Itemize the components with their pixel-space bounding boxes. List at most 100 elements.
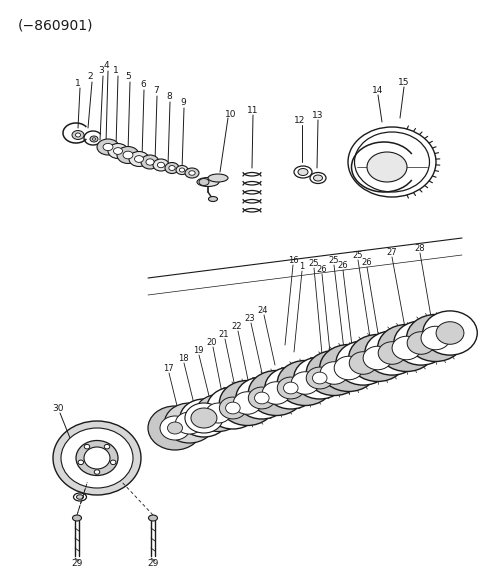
Text: 6: 6 <box>140 80 146 88</box>
Text: 26: 26 <box>338 260 348 270</box>
Text: 16: 16 <box>288 256 298 264</box>
Ellipse shape <box>110 460 116 465</box>
Text: (−860901): (−860901) <box>18 18 94 32</box>
Ellipse shape <box>84 444 90 449</box>
Text: 10: 10 <box>225 109 237 119</box>
Text: 21: 21 <box>219 329 229 339</box>
Text: 26: 26 <box>362 257 372 267</box>
Ellipse shape <box>378 342 406 364</box>
Ellipse shape <box>262 382 290 404</box>
Ellipse shape <box>176 166 188 174</box>
Text: 11: 11 <box>247 106 259 114</box>
Ellipse shape <box>61 428 133 488</box>
Text: 30: 30 <box>52 403 64 413</box>
Ellipse shape <box>78 460 84 465</box>
Text: 7: 7 <box>153 85 159 95</box>
Ellipse shape <box>176 412 204 434</box>
Ellipse shape <box>168 422 182 434</box>
Ellipse shape <box>104 444 110 449</box>
Ellipse shape <box>169 166 175 170</box>
Ellipse shape <box>254 392 269 404</box>
Ellipse shape <box>72 515 82 521</box>
Ellipse shape <box>72 131 84 139</box>
Text: 3: 3 <box>98 66 104 74</box>
Text: 9: 9 <box>180 98 186 106</box>
Ellipse shape <box>103 144 113 150</box>
Text: 1: 1 <box>300 261 305 271</box>
Ellipse shape <box>310 173 326 184</box>
Ellipse shape <box>298 168 308 175</box>
Ellipse shape <box>436 322 464 345</box>
Ellipse shape <box>185 403 223 433</box>
Ellipse shape <box>367 152 407 182</box>
Ellipse shape <box>146 159 154 165</box>
Ellipse shape <box>75 133 81 137</box>
Ellipse shape <box>277 360 333 406</box>
Text: 24: 24 <box>258 306 268 314</box>
Ellipse shape <box>349 352 377 374</box>
Text: 18: 18 <box>178 353 188 363</box>
Text: 25: 25 <box>353 250 363 260</box>
Text: 15: 15 <box>398 77 410 87</box>
Text: 1: 1 <box>113 66 119 74</box>
Ellipse shape <box>421 327 450 350</box>
Ellipse shape <box>180 399 228 437</box>
Text: 29: 29 <box>147 560 159 568</box>
Text: 23: 23 <box>245 314 255 322</box>
Ellipse shape <box>90 136 98 142</box>
Ellipse shape <box>306 350 362 396</box>
Text: 5: 5 <box>125 71 131 81</box>
Ellipse shape <box>108 144 128 159</box>
Ellipse shape <box>165 163 179 174</box>
Ellipse shape <box>226 402 240 414</box>
Text: 13: 13 <box>312 110 324 120</box>
Ellipse shape <box>407 314 465 361</box>
Ellipse shape <box>84 447 110 469</box>
Ellipse shape <box>336 341 390 385</box>
Ellipse shape <box>248 371 304 415</box>
Ellipse shape <box>284 382 298 394</box>
Ellipse shape <box>219 397 246 419</box>
Ellipse shape <box>277 377 304 399</box>
Ellipse shape <box>291 372 319 394</box>
Ellipse shape <box>378 325 435 371</box>
Ellipse shape <box>157 162 165 168</box>
Ellipse shape <box>153 159 169 171</box>
Text: 22: 22 <box>232 321 242 331</box>
Text: 14: 14 <box>372 85 384 95</box>
Ellipse shape <box>94 470 100 474</box>
Ellipse shape <box>294 357 346 399</box>
Ellipse shape <box>123 151 133 159</box>
Ellipse shape <box>392 336 421 360</box>
Text: 27: 27 <box>387 248 397 256</box>
Ellipse shape <box>195 394 241 432</box>
Ellipse shape <box>93 138 96 140</box>
Ellipse shape <box>117 146 139 163</box>
Ellipse shape <box>236 377 288 419</box>
Ellipse shape <box>113 148 122 155</box>
Ellipse shape <box>423 311 477 355</box>
Ellipse shape <box>363 346 392 370</box>
Text: 25: 25 <box>329 256 339 264</box>
Ellipse shape <box>165 403 215 443</box>
Ellipse shape <box>180 168 185 172</box>
Ellipse shape <box>189 171 195 175</box>
Ellipse shape <box>320 362 348 384</box>
Text: 29: 29 <box>72 560 83 568</box>
Text: 17: 17 <box>163 364 173 372</box>
Ellipse shape <box>265 367 317 409</box>
Ellipse shape <box>334 356 363 380</box>
Ellipse shape <box>365 331 420 375</box>
Ellipse shape <box>129 152 149 167</box>
Text: 28: 28 <box>415 243 425 253</box>
Ellipse shape <box>348 335 407 382</box>
Ellipse shape <box>53 421 141 495</box>
Ellipse shape <box>185 168 199 178</box>
Text: 19: 19 <box>193 346 203 354</box>
Ellipse shape <box>160 416 190 440</box>
Ellipse shape <box>208 174 228 182</box>
Ellipse shape <box>197 178 219 187</box>
Ellipse shape <box>148 515 157 521</box>
Text: 8: 8 <box>166 91 172 101</box>
Text: 4: 4 <box>103 60 109 70</box>
